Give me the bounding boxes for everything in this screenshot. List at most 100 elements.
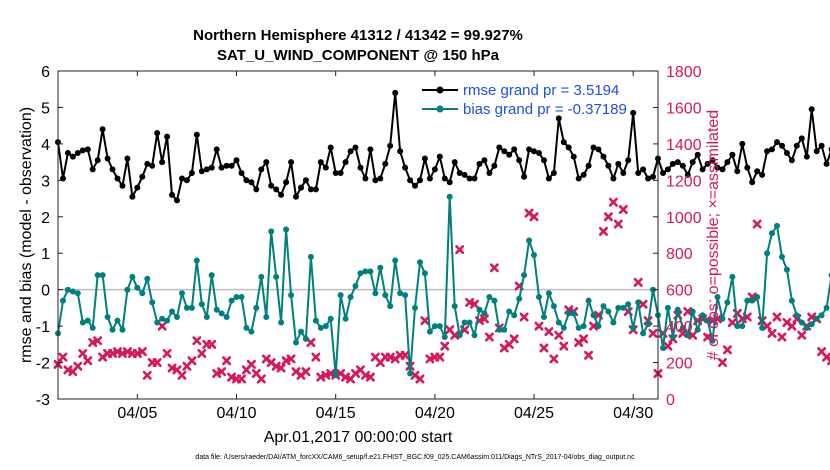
obs-assimilated-point (797, 330, 807, 340)
bias-data-point (412, 304, 418, 311)
bias-data-point (481, 310, 488, 317)
rmse-data-point (813, 148, 820, 155)
bias-data-point (565, 310, 572, 317)
bias-data-point (506, 308, 513, 315)
rmse-data-point (144, 160, 151, 167)
obs-assimilated-point (73, 361, 83, 371)
rmse-data-point (119, 182, 126, 189)
rmse-data-point (218, 164, 225, 171)
obs-assimilated-point (827, 356, 830, 366)
rmse-data-point (134, 184, 141, 191)
bias-data-point (451, 303, 458, 310)
bias-data-point (372, 290, 379, 297)
obs-assimilated-point (311, 352, 321, 362)
bias-data-point (352, 283, 359, 289)
rmse-data-point (565, 144, 572, 151)
rmse-data-point (288, 159, 295, 166)
obs-assimilated-point (137, 347, 147, 357)
bias-data-point (739, 323, 746, 330)
obs-assimilated-point (217, 367, 227, 377)
rmse-data-point (327, 144, 334, 151)
bias-data-point (541, 314, 547, 320)
rmse-data-point (600, 153, 607, 160)
rmse-data-point (208, 164, 215, 171)
bias-data-point (798, 319, 805, 326)
rmse-data-point (372, 177, 379, 184)
obs-assimilated-point (58, 352, 68, 362)
rmse-data-point (253, 186, 260, 193)
rmse-data-point (258, 166, 265, 173)
obs-assimilated-point (415, 374, 425, 384)
rmse-data-point (630, 109, 637, 116)
obs-assimilated-point (519, 312, 529, 322)
rmse-data-point (367, 146, 374, 153)
bias-data-point (367, 268, 374, 275)
bias-data-point (243, 324, 250, 331)
bias-data-point (302, 335, 309, 342)
rmse-data-point (446, 179, 453, 186)
bias-data-point (421, 270, 428, 277)
bias-data-point (193, 257, 200, 264)
y-right-tick-label: 1400 (666, 137, 702, 154)
y-right-tick-label: 800 (666, 246, 693, 263)
rmse-data-point (213, 146, 220, 153)
y-axis-label-left: rmse and bias (model - observation) (18, 107, 35, 363)
rmse-data-point (531, 148, 537, 155)
bias-data-point (689, 308, 696, 315)
obs-assimilated-point (489, 263, 499, 273)
rmse-data-point (387, 142, 394, 149)
rmse-data-point (451, 159, 458, 166)
obs-assimilated-point (455, 245, 465, 255)
bias-data-point (278, 319, 285, 326)
bias-data-point (417, 259, 423, 266)
obs-assimilated-point (440, 341, 450, 351)
obs-assimilated-point (772, 312, 782, 322)
bias-data-point (664, 304, 671, 311)
x-axis-label: Apr.01,2017 00:00:00 start (264, 429, 453, 446)
rmse-data-point (788, 157, 795, 164)
y-left-tick-label: 1 (41, 246, 50, 263)
rmse-data-point (714, 164, 721, 171)
bias-data-point (79, 319, 86, 326)
rmse-data-point (362, 175, 369, 182)
bias-data-point (610, 319, 617, 326)
obs-assimilated-point (752, 219, 762, 229)
obs-assimilated-point (579, 334, 589, 344)
obs-assimilated-point (435, 352, 445, 362)
rmse-data-point (263, 159, 270, 166)
bias-data-point (684, 332, 691, 339)
obs-assimilated-point (93, 336, 103, 346)
obs-assimilated-point (177, 370, 187, 380)
obs-assimilated-point (688, 330, 698, 340)
rmse-data-point (412, 182, 418, 189)
rmse-data-point (64, 150, 71, 156)
rmse-data-point (342, 159, 349, 166)
rmse-data-point (560, 139, 567, 146)
rmse-data-point (496, 144, 503, 151)
obs-assimilated-point (450, 330, 460, 340)
bias-data-point (89, 324, 96, 331)
rmse-data-point (99, 126, 106, 133)
rmse-data-point (660, 170, 666, 176)
bias-data-point (317, 324, 324, 331)
x-tick-label: 04/20 (415, 405, 455, 422)
rmse-data-point (431, 166, 438, 173)
obs-assimilated-point (197, 348, 207, 358)
obs-assimilated-point (83, 356, 93, 366)
bias-data-point (486, 294, 493, 300)
bias-data-point (253, 304, 260, 311)
rmse-data-point (397, 148, 404, 155)
rmse-data-point (69, 153, 76, 160)
bias-data-point (312, 317, 319, 324)
bias-data-point (674, 306, 681, 313)
obs-assimilated-point (301, 367, 311, 377)
obs-assimilated-point (400, 350, 410, 360)
bias-data-point (322, 323, 329, 330)
obs-assimilated-point (767, 328, 777, 338)
bias-data-point (327, 315, 334, 322)
rmse-data-point (729, 151, 736, 158)
bias-data-point (164, 317, 171, 324)
rmse-data-point (739, 140, 746, 147)
bias-data-point (793, 312, 800, 319)
bias-data-point (630, 324, 637, 331)
